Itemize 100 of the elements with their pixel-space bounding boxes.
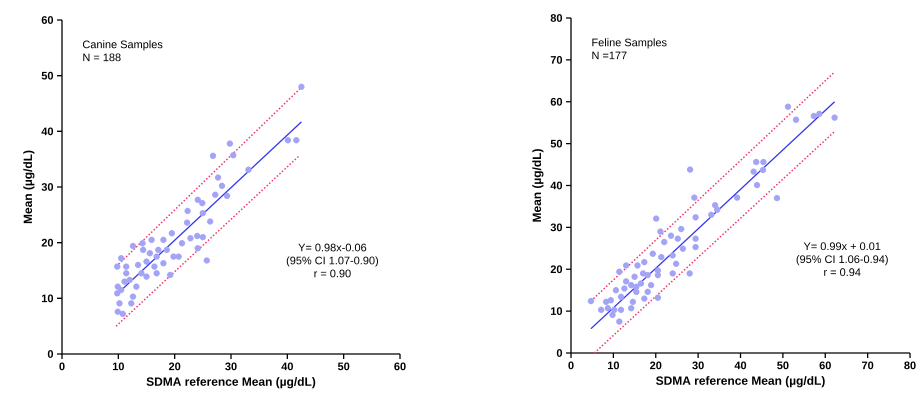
annotation: r = 0.94 <box>824 268 861 276</box>
point <box>284 137 292 144</box>
annotation: N = 188 <box>83 53 121 62</box>
point <box>200 234 206 240</box>
point <box>226 140 234 147</box>
point <box>153 253 160 260</box>
y-tick-label: 30 <box>550 223 562 232</box>
y-tick-label: 30 <box>42 183 54 191</box>
point <box>212 192 218 198</box>
annotation: r = 0.90 <box>314 270 351 278</box>
point <box>194 196 201 203</box>
point <box>166 272 174 278</box>
x-tick-label: 0 <box>568 362 574 370</box>
x-tick-label: 40 <box>281 362 293 370</box>
point <box>120 310 126 318</box>
point <box>194 232 200 240</box>
y-tick-label: 40 <box>41 127 54 136</box>
point <box>153 270 160 276</box>
point <box>143 273 150 280</box>
annotation: Y= 0.98x-0.06 <box>298 244 366 252</box>
point <box>164 246 170 254</box>
point <box>121 278 128 285</box>
x-tick-label: 10 <box>608 362 620 370</box>
point <box>140 246 146 254</box>
annotation: N =177 <box>592 52 627 60</box>
point <box>155 246 162 254</box>
x-tick-label: 20 <box>168 362 180 370</box>
point <box>199 200 206 206</box>
point <box>139 240 146 246</box>
point <box>151 263 158 270</box>
y-tick-label: 60 <box>550 98 562 106</box>
x-tick-label: 40 <box>734 362 746 370</box>
x-tick-label: 20 <box>650 362 662 370</box>
point <box>204 257 210 264</box>
point <box>123 270 130 276</box>
y-tick-label: 20 <box>550 265 562 274</box>
y-tick-label: 40 <box>550 182 562 190</box>
point <box>126 276 133 284</box>
point <box>143 258 150 265</box>
point <box>298 84 305 90</box>
point <box>116 300 123 307</box>
annotation: Feline Samples <box>592 38 667 48</box>
point <box>206 218 214 225</box>
y-axis-title: Mean (µg/dL) <box>532 149 544 222</box>
point <box>293 137 300 144</box>
y-tick-label: 80 <box>550 14 562 22</box>
point <box>187 235 194 242</box>
point <box>184 219 190 226</box>
point <box>210 152 216 160</box>
y-tick-label: 0 <box>48 350 54 358</box>
point <box>114 263 120 270</box>
point <box>114 283 121 290</box>
y-tick-label: 10 <box>551 307 562 316</box>
point <box>175 253 182 260</box>
point <box>230 152 236 158</box>
x-tick-label: 10 <box>112 362 124 370</box>
x-tick-label: 50 <box>777 362 789 370</box>
point <box>160 236 167 244</box>
x-tick-label: 30 <box>225 362 237 370</box>
x-tick-label: 30 <box>692 362 704 370</box>
point <box>184 208 191 214</box>
x-tick-label: 70 <box>862 362 874 370</box>
x-tick-label: 60 <box>820 362 831 370</box>
point <box>170 253 177 260</box>
point <box>134 262 142 268</box>
y-tick-label: 50 <box>42 72 54 80</box>
annotation: (95% CI 1.06-0.94) <box>796 255 888 266</box>
x-axis-title: SDMA reference Mean (µg/dL) <box>146 377 316 388</box>
y-tick-label: 60 <box>42 16 54 24</box>
x-tick-label: 60 <box>394 362 406 370</box>
point <box>133 283 140 290</box>
point <box>214 174 222 181</box>
point <box>194 245 201 252</box>
point <box>224 192 230 200</box>
point <box>138 270 145 276</box>
y-tick-label: 0 <box>556 349 562 357</box>
x-tick-label: 50 <box>338 362 350 370</box>
y-tick-label: 50 <box>550 140 562 148</box>
point <box>128 300 134 307</box>
point <box>146 250 154 256</box>
annotation: (95% CI 1.07-0.90) <box>286 256 378 267</box>
point <box>114 308 121 315</box>
point <box>130 242 136 250</box>
point <box>168 230 176 236</box>
point <box>148 236 155 244</box>
point <box>160 260 167 266</box>
y-tick-label: 20 <box>42 238 54 247</box>
x-tick-label: 80 <box>904 362 916 370</box>
y-tick-label: 70 <box>550 56 562 64</box>
point <box>200 210 206 216</box>
annotation: Y= 0.99x + 0.01 <box>804 242 880 250</box>
annotation: Canine Samples <box>82 40 162 50</box>
point <box>123 263 130 270</box>
point <box>130 293 136 300</box>
point <box>114 290 120 297</box>
y-axis-title: Mean (µg/dL) <box>23 150 34 224</box>
point <box>178 240 186 246</box>
point <box>245 166 252 173</box>
y-tick-label: 10 <box>42 294 54 302</box>
point <box>118 255 124 262</box>
